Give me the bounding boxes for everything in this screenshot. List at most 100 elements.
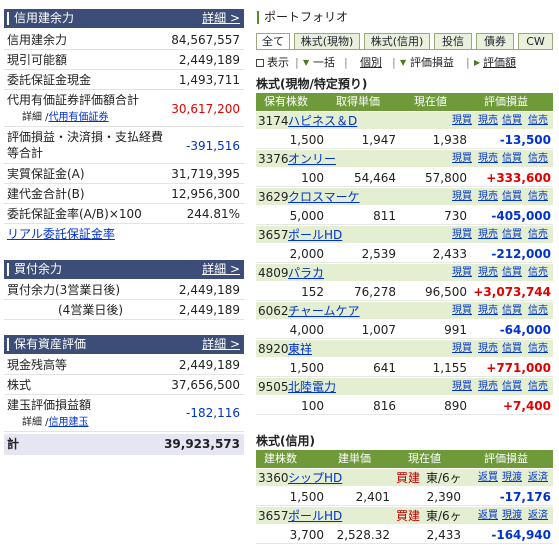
row-value: -391,516 <box>186 139 240 153</box>
credit-row: 信用建余力 84,567,557 <box>4 31 244 50</box>
stock-values-row: 1,500 641 1,155 +771,000 <box>256 359 553 377</box>
action-deliver-link[interactable]: 現渡 <box>502 472 522 483</box>
action-buy-spot-link[interactable]: 現買 <box>452 381 472 392</box>
assets-detail-link[interactable]: 詳細 > <box>202 337 240 351</box>
action-sell-spot-link[interactable]: 現売 <box>478 267 498 278</box>
price: 96,500 <box>425 285 467 299</box>
col-header: 建株数 <box>264 452 297 465</box>
action-sell-margin-link[interactable]: 信売 <box>528 229 548 240</box>
action-buy-spot-link[interactable]: 現買 <box>452 153 472 164</box>
action-buy-margin-link[interactable]: 信買 <box>502 267 522 278</box>
tab-stock-spot[interactable]: 株式(現物) <box>294 33 360 50</box>
pl: -64,000 <box>499 323 551 337</box>
filter-pl[interactable]: 評価損益 <box>410 56 454 69</box>
pl: +7,400 <box>502 399 551 413</box>
stock-name-link[interactable]: ポールHD <box>288 509 343 523</box>
stock-name-link[interactable]: クロスマーケ <box>288 190 360 204</box>
credit-title: 信用建余力 <box>14 11 75 25</box>
qty: 1,500 <box>289 490 324 504</box>
stock-code: 3360 <box>258 471 289 485</box>
action-buy-spot-link[interactable]: 現買 <box>452 267 472 278</box>
action-sell-margin-link[interactable]: 信売 <box>528 343 548 354</box>
tab-fund[interactable]: 投信 <box>434 33 472 50</box>
credit-row: 委託保証金現金 1,493,711 <box>4 71 244 90</box>
action-repay-link[interactable]: 返済 <box>528 510 548 521</box>
stock-values-row: 152 76,278 96,500 +3,073,744 <box>256 283 553 301</box>
stock-values-row: 5,000 811 730 -405,000 <box>256 207 553 225</box>
action-sell-spot-link[interactable]: 現売 <box>478 153 498 164</box>
spot-table-header: 保有株数 取得単価 現在値 評価損益 <box>256 93 553 111</box>
action-buy-margin-link[interactable]: 信買 <box>502 153 522 164</box>
pl: -13,500 <box>499 133 551 147</box>
stock-name-link[interactable]: 東祥 <box>288 342 313 356</box>
buying-detail-link[interactable]: 詳細 > <box>202 262 240 276</box>
credit-row: 建代金合計(B) 12,956,300 <box>4 185 244 204</box>
action-sell-spot-link[interactable]: 現売 <box>478 229 498 240</box>
buying-row: 買付余力(3営業日後) 2,449,189 <box>4 281 244 300</box>
stock-values-row: 2,000 2,539 2,433 -212,000 <box>256 245 553 263</box>
action-buy-spot-link[interactable]: 現買 <box>452 229 472 240</box>
credit-detail-link[interactable]: 詳細 > <box>202 11 240 25</box>
action-sell-spot-link[interactable]: 現売 <box>478 381 498 392</box>
filter-individual[interactable]: 個別 <box>360 56 382 69</box>
stock-name-link[interactable]: パラカ <box>288 266 325 280</box>
action-sell-margin-link[interactable]: 信売 <box>528 305 548 316</box>
stock-name-link[interactable]: ポールHD <box>288 228 343 242</box>
action-sell-spot-link[interactable]: 現売 <box>478 191 498 202</box>
margin-values-row: 3,700 2,528.32 2,433 -164,940 <box>256 526 553 544</box>
margin-position-link[interactable]: 信用建玉 <box>48 417 89 428</box>
action-buy-margin-link[interactable]: 信買 <box>502 191 522 202</box>
action-sell-spot-link[interactable]: 現売 <box>478 115 498 126</box>
position-type: 買建 <box>396 509 421 523</box>
cost: 641 <box>373 361 396 375</box>
action-sell-spot-link[interactable]: 現売 <box>478 343 498 354</box>
action-sell-margin-link[interactable]: 信売 <box>528 381 548 392</box>
action-buy-spot-link[interactable]: 現買 <box>452 191 472 202</box>
real-margin-ratio-link[interactable]: リアル委託保証金率 <box>7 227 115 241</box>
stock-name-link[interactable]: オンリー <box>288 152 337 166</box>
credit-row: 評価損益・決済損・支払経費 等合計 -391,516 <box>4 128 244 164</box>
action-sell-margin-link[interactable]: 信売 <box>528 115 548 126</box>
collateral-link[interactable]: 代用有価証券 <box>48 112 109 123</box>
filter-bulk[interactable]: 一括 <box>313 56 335 69</box>
action-buy-margin-link[interactable]: 信買 <box>502 115 522 126</box>
price: 2,390 <box>426 490 461 504</box>
margin-values-row: 1,500 2,401 2,390 -17,176 <box>256 488 553 506</box>
filter-value[interactable]: 評価額 <box>483 56 516 69</box>
price: 1,155 <box>432 361 467 375</box>
action-buy-margin-link[interactable]: 信買 <box>502 343 522 354</box>
cost: 1,007 <box>361 323 396 337</box>
action-deliver-link[interactable]: 現渡 <box>502 510 522 521</box>
action-sell-margin-link[interactable]: 信売 <box>528 267 548 278</box>
action-repay-link[interactable]: 返済 <box>528 472 548 483</box>
action-buy-margin-link[interactable]: 信買 <box>502 305 522 316</box>
row-label-cont: 等合計 <box>7 146 44 160</box>
action-sell-margin-link[interactable]: 信売 <box>528 191 548 202</box>
tab-bond[interactable]: 債券 <box>476 33 514 50</box>
separator: | <box>344 56 348 69</box>
qty: 5,000 <box>289 209 324 223</box>
qty: 2,000 <box>289 247 324 261</box>
price: 1,938 <box>432 133 467 147</box>
stock-name-link[interactable]: チャームケア <box>288 304 360 318</box>
assets-row: 現金残高等 2,449,189 <box>4 356 244 375</box>
row-value: 2,449,189 <box>178 53 240 67</box>
action-close-buy-link[interactable]: 返買 <box>478 472 498 483</box>
tab-cw[interactable]: CW <box>518 33 553 50</box>
total-value: 39,923,573 <box>164 437 240 451</box>
action-buy-spot-link[interactable]: 現買 <box>452 305 472 316</box>
stock-name-link[interactable]: シップHD <box>288 471 343 485</box>
stock-name-link[interactable]: 北陸電力 <box>288 380 337 394</box>
stock-name-link[interactable]: ハピネス＆D <box>288 114 358 128</box>
action-buy-margin-link[interactable]: 信買 <box>502 229 522 240</box>
action-close-buy-link[interactable]: 返買 <box>478 510 498 521</box>
action-sell-margin-link[interactable]: 信売 <box>528 153 548 164</box>
tab-stock-margin[interactable]: 株式(信用) <box>364 33 430 50</box>
action-buy-margin-link[interactable]: 信買 <box>502 381 522 392</box>
action-sell-spot-link[interactable]: 現売 <box>478 305 498 316</box>
action-buy-spot-link[interactable]: 現買 <box>452 115 472 126</box>
tab-all[interactable]: 全て <box>256 33 290 50</box>
action-buy-spot-link[interactable]: 現買 <box>452 343 472 354</box>
qty: 152 <box>301 285 324 299</box>
header-bar <box>7 12 9 25</box>
